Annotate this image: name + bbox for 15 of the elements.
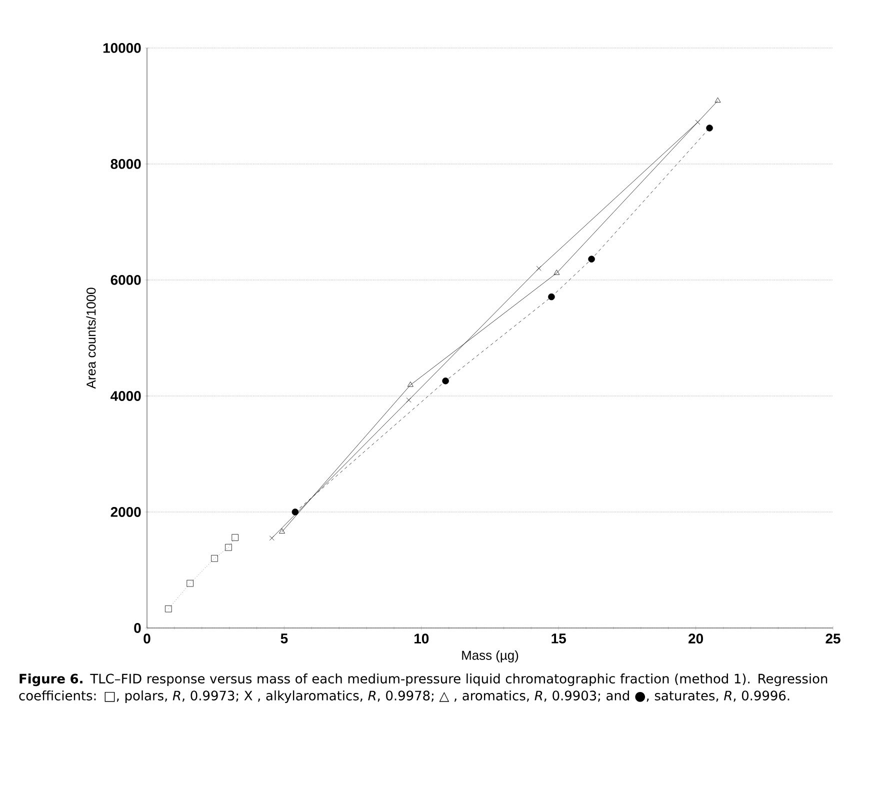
x-axis-title: Mass (µg) bbox=[462, 650, 518, 662]
y-tick-label: 6000 bbox=[110, 275, 141, 285]
text: Figure 6. TLC–FID response versus mass of each medium-pressure liquid chromatographic fraction (method 1). Regression coefficients: □, polars, R, 0.9973; Ⅹ , alkylaromatics, R, 0.9978; △ , aromatics, R, 0.9903; and ●, saturates, R, 0.9996. bbox=[19, 674, 828, 703]
x-tick-label: 15 bbox=[552, 634, 566, 644]
y-tick-label: 2000 bbox=[110, 507, 141, 517]
y-axis-title: Area counts/1000 bbox=[86, 288, 96, 389]
y-tick-label: 4000 bbox=[110, 391, 141, 401]
y-tick-label: 8000 bbox=[110, 159, 141, 169]
x-tick-label: 0 bbox=[144, 634, 150, 644]
x-tick-label: 20 bbox=[688, 634, 703, 644]
y-tick-label: 10000 bbox=[103, 43, 141, 53]
y-tick-label: 0 bbox=[134, 623, 141, 633]
x-tick-label: 5 bbox=[280, 634, 288, 644]
x-tick-label: 10 bbox=[414, 634, 429, 644]
x-tick-label: 25 bbox=[826, 634, 840, 644]
